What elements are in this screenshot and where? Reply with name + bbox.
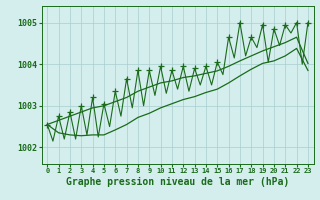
X-axis label: Graphe pression niveau de la mer (hPa): Graphe pression niveau de la mer (hPa) <box>66 177 289 187</box>
